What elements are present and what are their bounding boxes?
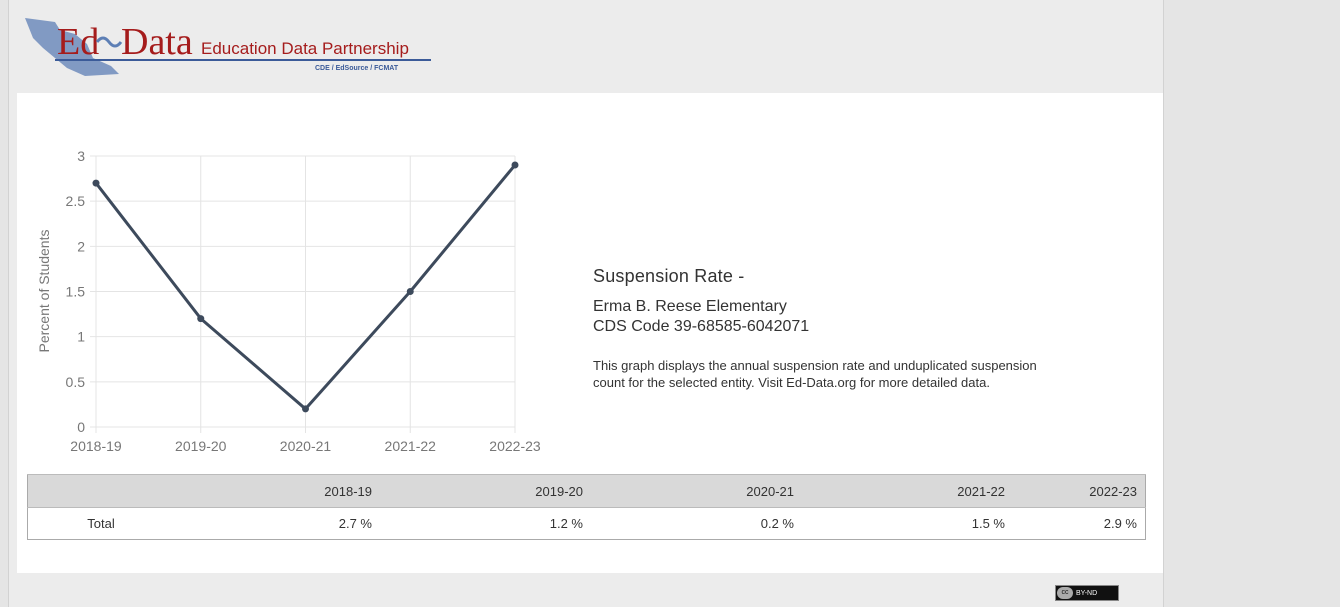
x-tick-label: 2019-20 bbox=[175, 438, 227, 454]
table-cell: 2.7 % bbox=[174, 507, 380, 540]
data-point[interactable] bbox=[197, 315, 205, 323]
logo-partnership-text: Education Data Partnership bbox=[201, 39, 409, 58]
table-header-cell: 2020-21 bbox=[591, 474, 802, 508]
info-description: This graph displays the annual suspensio… bbox=[593, 358, 1037, 390]
suspension-rate-chart: 0 0.5 1 1.5 2 2.5 3 2018-19 2019-20 2020-21 2021-… bbox=[36, 148, 541, 454]
y-tick-label: 3 bbox=[77, 148, 85, 164]
data-point[interactable] bbox=[92, 179, 100, 187]
table-header-cell: 2022-23 bbox=[1013, 474, 1146, 508]
y-axis-label: Percent of Students bbox=[36, 230, 52, 353]
chart-grid bbox=[90, 155, 516, 433]
info-entity-name: Erma B. Reese Elementary bbox=[593, 298, 787, 315]
table-cell: 0.2 % bbox=[591, 507, 802, 540]
info-title: Suspension Rate - bbox=[593, 266, 745, 286]
y-tick-label: 2.5 bbox=[66, 193, 86, 209]
x-tick-label: 2021-22 bbox=[385, 438, 437, 454]
header: Ed Data Education Data Partnership CDE /… bbox=[9, 0, 1163, 93]
data-point[interactable] bbox=[302, 405, 309, 413]
logo-sub-text: CDE / EdSource / FCMAT bbox=[315, 65, 399, 72]
ed-data-logo[interactable]: Ed Data Education Data Partnership CDE /… bbox=[15, 8, 445, 88]
page: Ed Data Education Data Partnership CDE /… bbox=[8, 0, 1164, 607]
table-cell: 1.2 % bbox=[380, 507, 591, 540]
x-tick-label: 2018-19 bbox=[70, 438, 122, 454]
y-tick-labels: 0 0.5 1 1.5 2 2.5 3 bbox=[66, 148, 86, 435]
logo-ed-text: Ed bbox=[57, 21, 99, 63]
logo-data-text: Data bbox=[121, 21, 193, 63]
y-tick-label: 0 bbox=[77, 419, 85, 435]
logo-wave-icon bbox=[95, 36, 123, 48]
table-row: Total 2.7 % 1.2 % 0.2 % 1.5 % 2.9 % bbox=[27, 507, 1146, 540]
table-cell: 1.5 % bbox=[802, 507, 1013, 540]
y-tick-label: 1.5 bbox=[66, 284, 86, 300]
table-header-row: 2018-19 2019-20 2020-21 2021-22 2022-23 bbox=[27, 474, 1146, 508]
x-tick-labels: 2018-19 2019-20 2020-21 2021-22 2022-23 bbox=[70, 438, 541, 454]
chart-info: Suspension Rate - Erma B. Reese Elementa… bbox=[593, 266, 1073, 391]
cc-icon: cc bbox=[1057, 587, 1073, 599]
table-header-cell: 2018-19 bbox=[174, 474, 380, 508]
california-map-icon bbox=[25, 18, 119, 76]
x-tick-label: 2022-23 bbox=[489, 438, 541, 454]
data-point[interactable] bbox=[406, 288, 414, 295]
cc-license-badge[interactable]: cc BY-ND bbox=[1055, 585, 1119, 601]
table-header-cell bbox=[27, 474, 174, 508]
x-tick-label: 2020-21 bbox=[280, 438, 332, 454]
chart-series bbox=[92, 161, 519, 413]
table-row-label: Total bbox=[27, 507, 174, 540]
cc-license-text: BY-ND bbox=[1076, 589, 1098, 597]
table-header-cell: 2019-20 bbox=[380, 474, 591, 508]
y-tick-label: 0.5 bbox=[66, 374, 86, 390]
table-cell: 2.9 % bbox=[1013, 507, 1146, 540]
data-table-wrap: 2018-19 2019-20 2020-21 2021-22 2022-23 … bbox=[27, 474, 1146, 540]
data-table: 2018-19 2019-20 2020-21 2021-22 2022-23 … bbox=[27, 474, 1146, 540]
y-tick-label: 1 bbox=[77, 329, 85, 345]
y-tick-label: 2 bbox=[77, 238, 85, 254]
info-cds-code: CDS Code 39-68585-6042071 bbox=[593, 318, 810, 335]
table-header-cell: 2021-22 bbox=[802, 474, 1013, 508]
data-point[interactable] bbox=[511, 161, 519, 169]
